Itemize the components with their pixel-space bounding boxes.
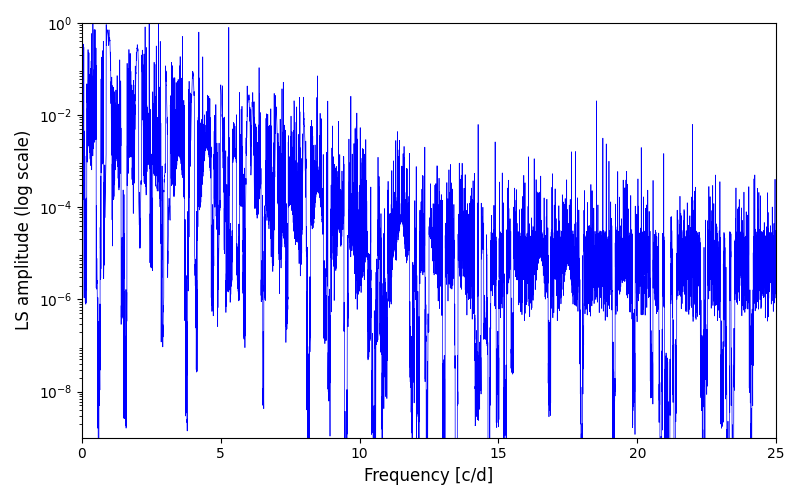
Y-axis label: LS amplitude (log scale): LS amplitude (log scale)	[15, 130, 33, 330]
X-axis label: Frequency [c/d]: Frequency [c/d]	[364, 467, 494, 485]
